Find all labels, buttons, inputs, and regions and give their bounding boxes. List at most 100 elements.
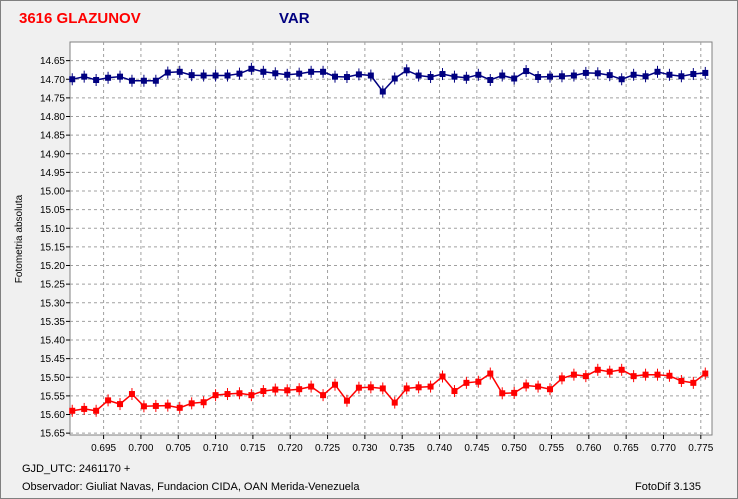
- y-tick-label: 15.25: [40, 280, 65, 291]
- data-point: [511, 75, 518, 82]
- data-point: [666, 71, 673, 78]
- y-tick-label: 15.50: [40, 373, 65, 384]
- data-point: [200, 72, 207, 79]
- data-point: [188, 72, 195, 79]
- data-point: [343, 74, 350, 81]
- data-point: [308, 383, 315, 390]
- y-axis-label: Fotometria absoluta: [14, 194, 25, 283]
- data-point: [630, 71, 637, 78]
- data-point: [379, 385, 386, 392]
- chart-title: 3616 GLAZUNOV: [19, 10, 141, 27]
- data-point: [582, 373, 589, 380]
- data-point: [296, 386, 303, 393]
- data-point: [367, 384, 374, 391]
- y-tick-label: 14.75: [40, 93, 65, 104]
- data-point: [355, 384, 362, 391]
- data-point: [105, 74, 112, 81]
- data-point: [451, 388, 458, 395]
- y-tick-label: 14.70: [40, 75, 65, 86]
- data-point: [618, 366, 625, 373]
- data-point: [403, 385, 410, 392]
- data-point: [379, 88, 386, 95]
- data-point: [475, 378, 482, 385]
- data-point: [140, 77, 147, 84]
- series-comparison: [69, 363, 709, 417]
- data-point: [451, 73, 458, 80]
- data-point: [367, 72, 374, 79]
- x-tick-label: 0.770: [651, 443, 676, 454]
- data-point: [558, 73, 565, 80]
- x-tick-label: 0.700: [128, 443, 153, 454]
- observer-label: Observador: Giuliat Navas, Fundacion CID…: [22, 481, 360, 493]
- data-point: [343, 397, 350, 404]
- data-point: [463, 74, 470, 81]
- x-tick-label: 0.720: [278, 443, 303, 454]
- data-point: [200, 399, 207, 406]
- data-point: [81, 405, 88, 412]
- data-point: [164, 402, 171, 409]
- data-point: [320, 68, 327, 75]
- y-tick-label: 14.80: [40, 112, 65, 123]
- data-point: [666, 372, 673, 379]
- x-tick-label: 0.725: [315, 443, 340, 454]
- data-point: [224, 391, 231, 398]
- data-point: [128, 391, 135, 398]
- data-point: [427, 74, 434, 81]
- x-tick-label: 0.745: [464, 443, 489, 454]
- x-axis-ticks: 0.695 0.700 0.705 0.710 0.715 0.720 0.725 0.730…: [91, 435, 714, 454]
- x-tick-label: 0.735: [390, 443, 415, 454]
- data-point: [690, 379, 697, 386]
- data-point: [105, 397, 112, 404]
- data-point: [523, 68, 530, 75]
- data-point: [499, 390, 506, 397]
- y-tick-label: 14.95: [40, 168, 65, 179]
- x-tick-label: 0.695: [91, 443, 116, 454]
- data-point: [547, 386, 554, 393]
- data-point: [606, 72, 613, 79]
- data-point: [320, 392, 327, 399]
- x-tick-label: 0.740: [427, 443, 452, 454]
- data-point: [487, 76, 494, 83]
- data-point: [415, 384, 422, 391]
- data-point: [212, 72, 219, 79]
- data-point: [558, 375, 565, 382]
- data-point: [415, 72, 422, 79]
- data-point: [355, 71, 362, 78]
- data-point: [93, 407, 100, 414]
- data-point: [570, 371, 577, 378]
- y-tick-label: 15.65: [40, 429, 65, 440]
- data-point: [570, 72, 577, 79]
- data-point: [523, 382, 530, 389]
- y-tick-label: 15.35: [40, 317, 65, 328]
- data-point: [403, 67, 410, 74]
- data-point: [391, 75, 398, 82]
- y-tick-label: 15.20: [40, 261, 65, 272]
- data-point: [630, 373, 637, 380]
- data-point: [535, 383, 542, 390]
- series-label: VAR: [279, 10, 310, 27]
- series-group: [69, 62, 709, 417]
- data-point: [188, 400, 195, 407]
- data-point: [702, 69, 709, 76]
- data-point: [475, 71, 482, 78]
- series-var: [69, 62, 709, 98]
- data-point: [117, 73, 124, 80]
- data-point: [332, 381, 339, 388]
- data-point: [152, 77, 159, 84]
- y-tick-label: 14.85: [40, 131, 65, 142]
- data-point: [439, 373, 446, 380]
- x-tick-label: 0.765: [614, 443, 639, 454]
- data-point: [272, 386, 279, 393]
- data-point: [547, 73, 554, 80]
- data-point: [117, 401, 124, 408]
- x-tick-label: 0.760: [576, 443, 601, 454]
- data-point: [152, 402, 159, 409]
- data-point: [284, 71, 291, 78]
- data-point: [69, 407, 76, 414]
- data-point: [511, 389, 518, 396]
- data-point: [128, 77, 135, 84]
- x-tick-label: 0.715: [240, 443, 265, 454]
- data-point: [487, 370, 494, 377]
- data-point: [248, 65, 255, 72]
